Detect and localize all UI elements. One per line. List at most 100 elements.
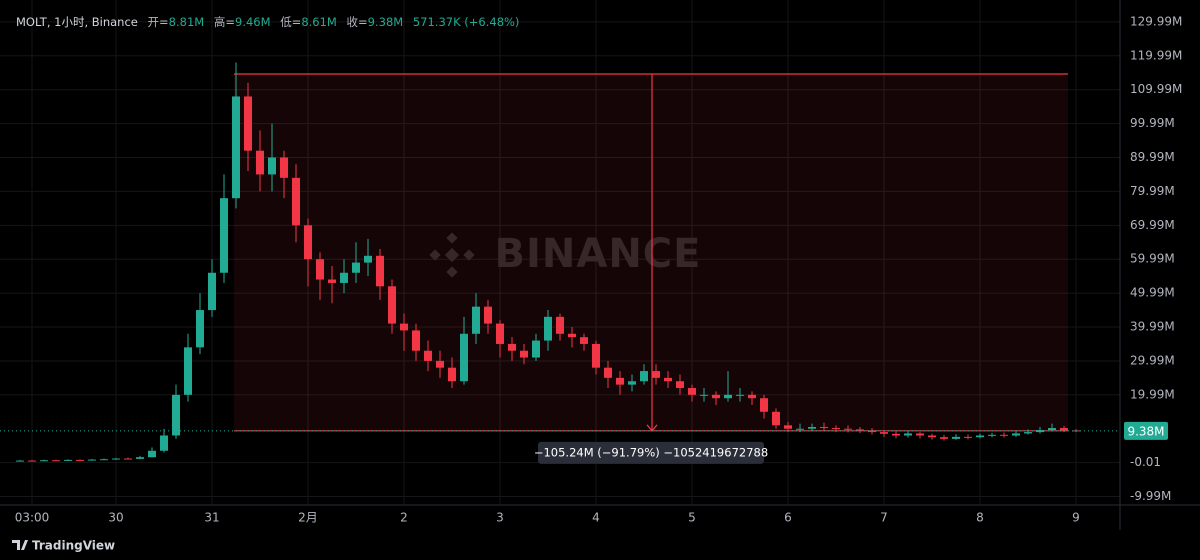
candle-body: [748, 394, 756, 399]
candle-body: [544, 316, 552, 341]
candle-body: [976, 435, 984, 438]
last-price-label: 9.38M: [1127, 424, 1164, 438]
field-value: 9.46M: [235, 15, 271, 29]
candle-body: [88, 459, 96, 461]
change: 571.37K (+6.48%): [413, 15, 520, 29]
candle-body: [340, 272, 348, 283]
field-value: 8.61M: [301, 15, 337, 29]
candle-body: [1024, 432, 1032, 434]
candle-body: [964, 436, 972, 438]
y-tick-label: 79.99M: [1130, 184, 1175, 198]
candle-body: [400, 323, 408, 331]
y-tick-label: 39.99M: [1130, 320, 1175, 334]
candle-body: [40, 460, 48, 462]
candle-body: [772, 411, 780, 426]
y-tick-label: 59.99M: [1130, 252, 1175, 266]
candle-body: [472, 306, 480, 334]
candle-body: [1060, 428, 1068, 431]
watermark: BINANCE: [429, 231, 702, 278]
field-label: 高=: [214, 15, 235, 29]
watermark-text: BINANCE: [495, 231, 702, 277]
symbol: MOLT, 1小时, Binance: [16, 15, 138, 29]
candle-body: [100, 459, 108, 461]
candle-body: [412, 330, 420, 351]
candle-body: [664, 377, 672, 382]
candle-body: [424, 350, 432, 361]
candle-body: [484, 306, 492, 324]
last-price-tag: [1124, 421, 1168, 440]
candle-body: [148, 450, 156, 458]
candle-body: [16, 460, 24, 462]
candle-body: [856, 429, 864, 431]
measure-label-box: [538, 441, 764, 464]
candle-body: [124, 458, 132, 460]
candle-body: [352, 262, 360, 273]
candle-body: [844, 428, 852, 430]
x-tick-label: 2: [400, 511, 408, 525]
measure-label: −105.24M (−91.79%) −1052419672788: [534, 445, 768, 459]
candle-body: [628, 381, 636, 385]
y-tick-label: 49.99M: [1130, 286, 1175, 300]
candle-body: [184, 347, 192, 395]
y-tick-label: 119.99M: [1130, 48, 1182, 62]
candle-body: [808, 427, 816, 429]
candle-body: [736, 394, 744, 396]
candle-body: [952, 436, 960, 439]
candle-body: [904, 433, 912, 436]
candle-body: [160, 435, 168, 451]
candle-body: [256, 150, 264, 175]
header: MOLT, 1小时, Binance 开=8.81M 高=9.46M 低=8.6…: [16, 15, 519, 29]
candle-body: [316, 259, 324, 280]
candle-body: [892, 433, 900, 436]
candle-body: [1000, 434, 1008, 436]
candle-body: [64, 459, 72, 461]
candle-body: [328, 279, 336, 283]
candle-body: [580, 337, 588, 344]
x-tick-label: 4: [592, 511, 600, 525]
candle-body: [604, 367, 612, 378]
y-tick-label: -9.99M: [1130, 489, 1171, 503]
overlay: −105.24M (−91.79%) −1052419672788: [0, 74, 1120, 464]
y-tick-label: 89.99M: [1130, 150, 1175, 164]
candle-body: [52, 460, 60, 462]
x-tick-label: 30: [108, 511, 123, 525]
field-value: 9.38M: [368, 15, 404, 29]
candle-body: [940, 437, 948, 439]
footer-logo: TradingView: [12, 539, 115, 553]
candle-body: [928, 435, 936, 438]
candle-body: [676, 381, 684, 389]
candle-body: [172, 394, 180, 436]
candle-body: [760, 398, 768, 412]
x-tick-label: 31: [204, 511, 219, 525]
candle-body: [28, 460, 36, 462]
candle-body: [76, 459, 84, 461]
candle-body: [616, 377, 624, 385]
measure-area: [234, 74, 1068, 431]
candle-body: [364, 255, 372, 263]
y-tick-label: 69.99M: [1130, 218, 1175, 232]
x-tick-label: 8: [976, 511, 984, 525]
candle-body: [448, 367, 456, 382]
x-tick-label: 6: [784, 511, 792, 525]
candle-body: [232, 96, 240, 199]
candle-body: [832, 428, 840, 430]
candle-body: [556, 316, 564, 334]
candle-body: [592, 343, 600, 368]
candle-body: [508, 343, 516, 351]
x-tick-label: 5: [688, 511, 696, 525]
x-tick-label: 9: [1072, 511, 1080, 525]
field-label: 收=: [347, 15, 368, 29]
candle-body: [688, 388, 696, 395]
candle-body: [136, 457, 144, 459]
candle-body: [1048, 428, 1056, 431]
candle-body: [268, 157, 276, 175]
measure-layer: [234, 73, 1068, 432]
y-tick-label: 19.99M: [1130, 387, 1175, 401]
candle-body: [916, 433, 924, 436]
candle-body: [532, 340, 540, 358]
candle-body: [724, 394, 732, 399]
field-label: 开=: [148, 15, 169, 29]
x-tick-label: 7: [880, 511, 888, 525]
candle-body: [988, 434, 996, 436]
